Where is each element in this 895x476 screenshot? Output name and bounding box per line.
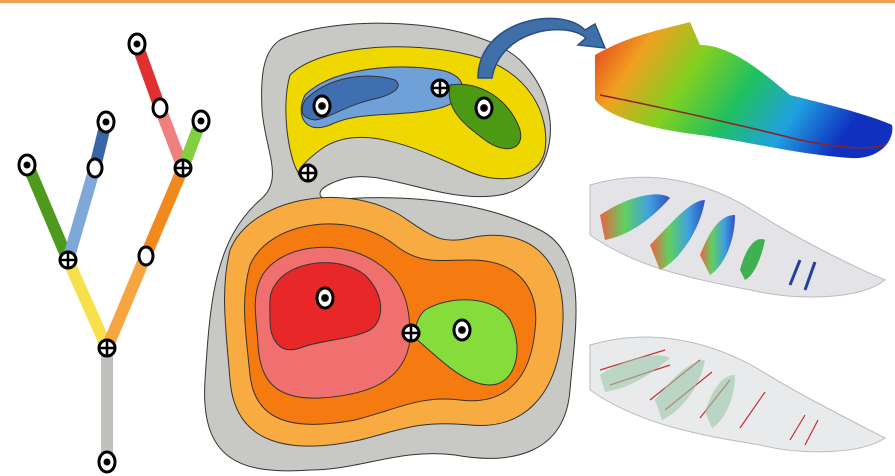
merge-tree (17, 32, 211, 474)
arrow (477, 17, 607, 79)
slice-render-colored (589, 176, 886, 298)
top-rule (0, 0, 895, 3)
slice-render-lines (589, 336, 886, 453)
contour-map (204, 22, 577, 472)
volume-render (595, 22, 893, 159)
